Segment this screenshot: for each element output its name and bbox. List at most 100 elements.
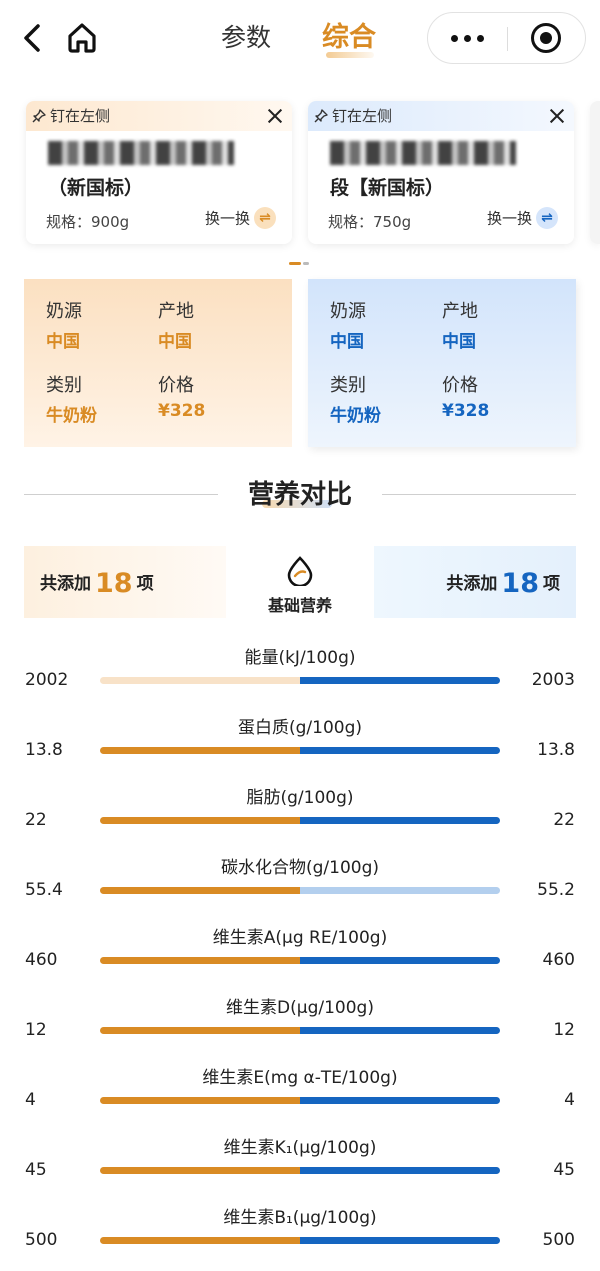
nutrient-bar-left [100,887,300,894]
close-miniprogram-button[interactable] [508,13,586,63]
category-label: 类别 [330,375,366,396]
nutrient-row: 维生素K₁(μg/100g) 45 45 [0,1133,600,1203]
milk-source-label: 奶源 [330,301,366,322]
card-header: 钉在左侧 [308,101,574,131]
product-spec: 规格：750g [328,213,412,231]
card-header: 钉在左侧 [26,101,292,131]
nutrient-right-value: 13.8 [537,740,575,760]
nutrient-right-value: 2003 [531,670,575,690]
product-name-redacted [330,141,516,165]
price-value: ¥328 [442,401,490,421]
nutrient-row: 维生素E(mg α-TE/100g) 4 4 [0,1063,600,1133]
count-prefix: 共添加 [446,574,498,594]
nutrient-right-value: 12 [553,1020,575,1040]
product-name-redacted [48,141,234,165]
nutrient-right-value: 500 [542,1230,575,1250]
added-count-left: 共添加 18 项 [24,546,226,618]
nutrient-bar-left [100,1097,300,1104]
section-divider-left [24,494,218,495]
count-suffix: 项 [543,574,560,594]
origin-value: 中国 [158,332,192,352]
nutrient-left-value: 55.4 [25,880,63,900]
product-name-line2: 段【新国标） [330,177,445,199]
nutrient-left-value: 2002 [25,670,69,690]
origin-value: 中国 [442,332,476,352]
close-icon[interactable] [266,107,284,125]
nutrient-right-value: 22 [553,810,575,830]
nutrient-label: 脂肪(g/100g) [246,788,354,808]
home-button[interactable] [64,18,100,58]
nutrient-bar-left [100,747,300,754]
swap-button[interactable]: 换一换 ⇌ [487,207,558,233]
pin-icon[interactable] [32,109,46,123]
count-number: 18 [95,568,133,599]
close-icon[interactable] [548,107,566,125]
nutrient-left-value: 45 [25,1160,47,1180]
category-value: 牛奶粉 [330,406,381,426]
milk-source-value: 中国 [46,332,80,352]
product-card-left: 钉在左侧 （新国标） 规格：900g 换一换 ⇌ [26,101,292,244]
milk-source-value: 中国 [330,332,364,352]
nutrient-row: 维生素A(μg RE/100g) 460 460 [0,923,600,993]
price-label: 价格 [158,375,194,396]
added-count-text: 共添加 18 项 [40,568,154,599]
nutrient-bar-right [300,747,500,754]
nutrient-left-value: 500 [25,1230,58,1250]
nutrient-bar-left [100,817,300,824]
nutrient-bar-right [300,887,500,894]
category-label: 类别 [46,375,82,396]
count-prefix: 共添加 [40,574,91,594]
origin-label: 产地 [442,301,478,322]
count-suffix: 项 [136,574,154,594]
swap-button[interactable]: 换一换 ⇌ [205,207,276,233]
nutrient-bar-right [300,1027,500,1034]
nutrient-row: 维生素D(μg/100g) 12 12 [0,993,600,1063]
drop-icon [287,556,313,586]
next-card-peek[interactable] [590,101,600,244]
nutrient-row: 能量(kJ/100g) 2002 2003 [0,643,600,713]
added-count-text: 共添加 18 项 [446,568,560,599]
section-title-highlight [262,500,332,508]
nutrient-row: 维生素B₁(μg/100g) 500 500 [0,1203,600,1271]
nutrient-bar-left [100,1237,300,1244]
nutrient-label: 碳水化合物(g/100g) [220,858,380,878]
nutrient-bar-left [100,957,300,964]
pin-left-label[interactable]: 钉在左侧 [50,107,111,125]
tab-overall[interactable]: 综合 [322,22,376,53]
pin-icon[interactable] [314,109,328,123]
mini-program-capsule [427,12,586,64]
nutrient-bar-right [300,817,500,824]
nutrient-left-value: 12 [25,1020,47,1040]
count-number: 18 [501,568,539,599]
nutrient-right-value: 55.2 [537,880,575,900]
pin-left-label[interactable]: 钉在左侧 [332,107,393,125]
capsule-divider [507,27,508,51]
basic-nutrition-label: 基础营养 [267,596,332,615]
swap-label: 换一换 [486,209,532,228]
section-divider-right [382,494,576,495]
nutrient-left-value: 22 [25,810,47,830]
price-value: ¥328 [158,401,206,421]
nutrient-bar-right [300,1237,500,1244]
nutrient-row: 蛋白质(g/100g) 13.8 13.8 [0,713,600,783]
home-icon [68,23,96,53]
top-nav-bar: 参数 综合 [0,0,600,76]
nutrient-bar-left [100,1027,300,1034]
tab-params[interactable]: 参数 [221,23,272,52]
back-button[interactable] [18,18,48,58]
nutrient-bar-right [300,677,500,684]
nutrient-label: 维生素E(mg α-TE/100g) [202,1068,398,1088]
swap-icon: ⇌ [254,207,276,229]
nutrient-bar-right [300,1097,500,1104]
added-count-right: 共添加 18 项 [374,546,576,618]
nutrient-label: 维生素D(μg/100g) [226,998,374,1018]
active-tab-indicator [326,52,374,58]
nutrient-label: 维生素A(μg RE/100g) [212,928,388,948]
swap-label: 换一换 [204,209,250,228]
category-value: 牛奶粉 [46,406,97,426]
nutrient-label: 维生素K₁(μg/100g) [223,1138,377,1158]
nutrient-bar-left [100,1167,300,1174]
nutrient-right-value: 45 [553,1160,575,1180]
more-button[interactable] [428,13,507,63]
product-name-line2: （新国标） [48,177,144,199]
